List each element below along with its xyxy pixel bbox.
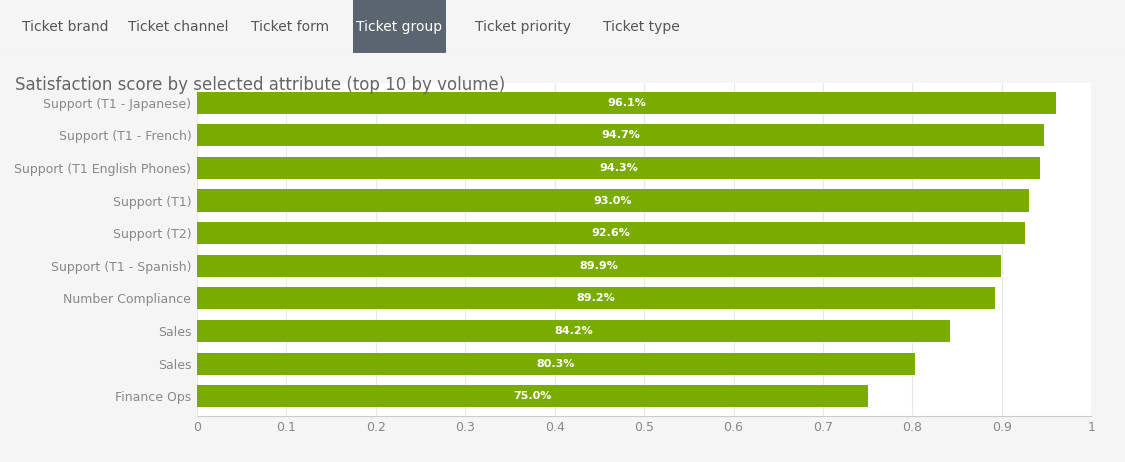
Text: 75.0%: 75.0% (513, 391, 551, 401)
Text: Ticket form: Ticket form (251, 19, 330, 34)
Bar (197, 124, 1044, 146)
Text: 84.2%: 84.2% (554, 326, 593, 336)
Text: 94.3%: 94.3% (600, 163, 638, 173)
Text: Ticket brand: Ticket brand (22, 19, 108, 34)
Text: Ticket priority: Ticket priority (475, 19, 572, 34)
Bar (197, 157, 1041, 179)
Text: 94.7%: 94.7% (601, 130, 640, 140)
Text: 89.9%: 89.9% (579, 261, 619, 271)
Text: 80.3%: 80.3% (537, 359, 575, 369)
Bar (197, 222, 1025, 244)
Bar (197, 320, 950, 342)
Bar (197, 255, 1001, 277)
Bar (197, 91, 1056, 114)
Text: Satisfaction score by selected attribute (top 10 by volume): Satisfaction score by selected attribute… (15, 76, 505, 94)
Text: 93.0%: 93.0% (594, 195, 632, 206)
Text: Ticket channel: Ticket channel (127, 19, 228, 34)
Text: Ticket group: Ticket group (357, 19, 442, 34)
Bar (197, 353, 915, 375)
Text: 96.1%: 96.1% (608, 98, 646, 108)
Bar (197, 287, 995, 310)
FancyBboxPatch shape (353, 0, 446, 53)
Text: Ticket type: Ticket type (603, 19, 680, 34)
Text: 89.2%: 89.2% (576, 293, 615, 304)
Text: 92.6%: 92.6% (592, 228, 630, 238)
Bar (197, 385, 867, 407)
Bar (197, 189, 1028, 212)
